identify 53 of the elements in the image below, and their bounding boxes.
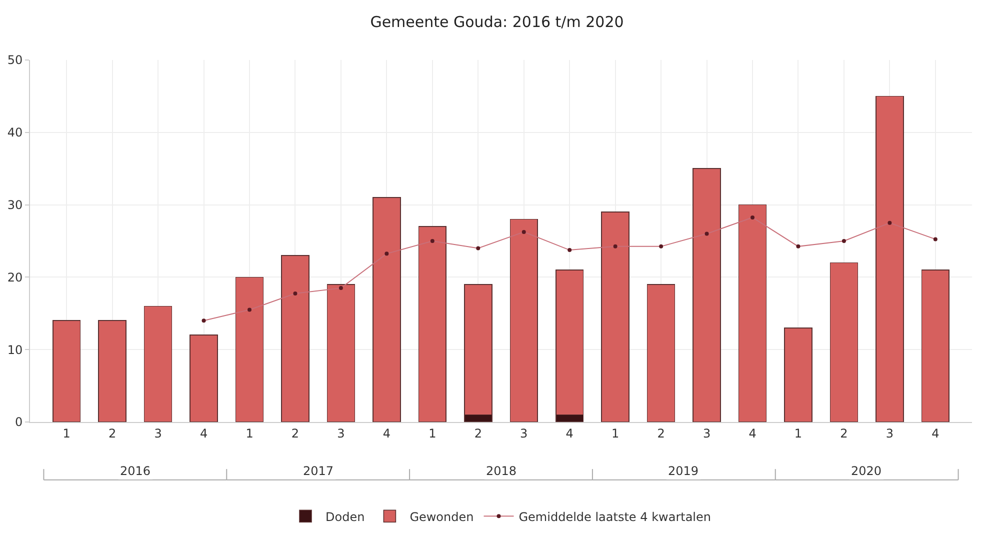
bar xyxy=(921,270,950,422)
bar xyxy=(52,320,81,422)
x-tick-label: 2 xyxy=(474,426,482,440)
legend-label: Gewonden xyxy=(410,510,474,524)
text: 2016 xyxy=(120,464,151,478)
x-tick-label: 4 xyxy=(566,426,574,440)
x-tick-label: 4 xyxy=(382,426,390,440)
bar xyxy=(830,262,858,422)
chart-title: Gemeente Gouda: 2016 t/m 2020 xyxy=(370,12,624,31)
bar xyxy=(876,96,904,422)
bar xyxy=(144,306,172,422)
y-tick-label: 0 xyxy=(14,415,23,430)
x-tick-label: 3 xyxy=(886,426,894,440)
legend-label: Gemiddelde laatste 4 kwartalen xyxy=(518,510,712,524)
x-tick-label: 2 xyxy=(108,426,116,440)
bar xyxy=(418,226,447,422)
bar xyxy=(281,255,310,422)
x-tick-label: 1 xyxy=(62,426,70,440)
x-tick-label: 4 xyxy=(748,426,756,440)
x-tick-label: 1 xyxy=(246,426,254,440)
text: 2017 xyxy=(303,464,334,478)
text: 2019 xyxy=(668,464,699,478)
text: 2018 xyxy=(486,464,517,478)
x-tick-label: 3 xyxy=(154,426,162,440)
bar xyxy=(738,204,767,422)
y-tick-label: 50 xyxy=(7,53,23,68)
legend-label: Doden xyxy=(326,510,365,524)
y-tick-label: 40 xyxy=(7,126,23,140)
x-tick-label: 2 xyxy=(840,426,848,440)
x-tick-label: 1 xyxy=(428,426,436,440)
x-tick-label: 1 xyxy=(612,426,620,440)
x-tick-label: 4 xyxy=(200,426,208,440)
x-tick-label: 3 xyxy=(520,426,528,440)
bar xyxy=(601,212,630,422)
x-tick-label: 2 xyxy=(291,426,300,440)
y-tick-label: 20 xyxy=(7,270,23,284)
x-tick-label: 1 xyxy=(794,426,802,440)
bar xyxy=(692,168,721,422)
x-tick-label: 3 xyxy=(702,426,711,440)
x-tick-label: 4 xyxy=(932,426,940,440)
y-tick-label: 30 xyxy=(7,198,23,212)
bar xyxy=(98,320,126,422)
bar xyxy=(646,284,676,422)
x-tick-label: 2 xyxy=(657,426,665,440)
bar xyxy=(372,197,401,422)
y-tick-label: 10 xyxy=(7,342,23,357)
x-tick-label: 3 xyxy=(337,426,345,440)
bar xyxy=(784,327,812,422)
bar xyxy=(190,334,218,422)
text: 2020 xyxy=(851,464,882,478)
bar xyxy=(326,284,356,422)
bar xyxy=(235,276,264,422)
bar xyxy=(510,218,538,422)
